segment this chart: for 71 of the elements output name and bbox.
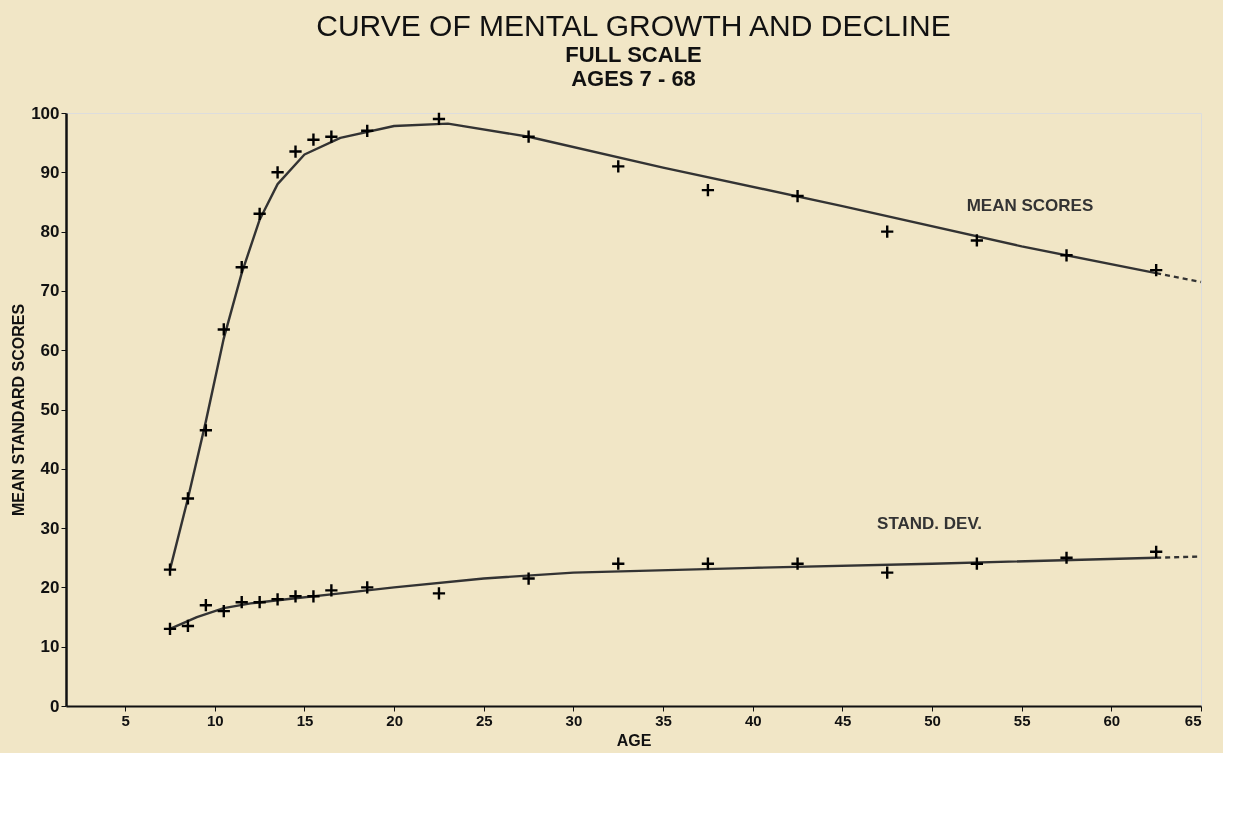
point bbox=[359, 580, 375, 595]
y-tick-label: 30 bbox=[40, 518, 60, 538]
chart-title: CURVE OF MENTAL GROWTH AND DECLINE bbox=[316, 9, 951, 42]
y-tick-label: 70 bbox=[40, 281, 60, 301]
x-tick-label: 5 bbox=[121, 711, 130, 729]
point bbox=[969, 556, 985, 571]
point bbox=[162, 621, 178, 637]
y-tick-label: 80 bbox=[40, 222, 60, 242]
y-axis-title: MEAN STANDARD SCORES bbox=[10, 303, 28, 517]
point bbox=[879, 565, 895, 580]
point bbox=[306, 132, 321, 148]
y-tick-label: 50 bbox=[40, 400, 60, 419]
point bbox=[198, 597, 214, 613]
point bbox=[324, 583, 339, 598]
x-axis-title: AGE bbox=[616, 731, 652, 749]
x-tick-label: 50 bbox=[924, 711, 941, 729]
point bbox=[180, 491, 196, 506]
point bbox=[252, 206, 267, 222]
y-tick-label: 100 bbox=[31, 103, 60, 123]
y-tick-label: 0 bbox=[50, 696, 60, 716]
point bbox=[431, 111, 447, 127]
series-label: STAND. DEV. bbox=[877, 513, 982, 533]
x-tick-label: 30 bbox=[565, 711, 583, 729]
x-tick-label: 55 bbox=[1013, 711, 1031, 729]
x-tick-label: 65 bbox=[1184, 711, 1202, 729]
point bbox=[431, 586, 447, 601]
point bbox=[1059, 550, 1074, 566]
point bbox=[252, 594, 267, 610]
point bbox=[521, 571, 536, 586]
point bbox=[1059, 248, 1074, 263]
y-tick-label: 90 bbox=[40, 162, 60, 182]
point bbox=[324, 129, 339, 145]
point bbox=[700, 182, 716, 198]
point bbox=[288, 588, 303, 604]
y-tick-label: 20 bbox=[40, 577, 60, 597]
point bbox=[790, 188, 805, 204]
text: FULL SCALE bbox=[565, 42, 702, 67]
point bbox=[359, 123, 375, 139]
point bbox=[216, 603, 232, 619]
point bbox=[790, 556, 805, 571]
point bbox=[306, 588, 321, 604]
point bbox=[610, 556, 626, 571]
series-label: MEAN SCORES bbox=[966, 196, 1094, 216]
y-tick-label: 40 bbox=[40, 459, 60, 479]
point bbox=[162, 562, 178, 577]
point bbox=[1148, 544, 1164, 560]
point bbox=[969, 233, 985, 248]
point bbox=[288, 144, 303, 159]
x-tick-label: 35 bbox=[655, 711, 672, 729]
point bbox=[270, 591, 285, 607]
x-tick-label: 25 bbox=[475, 711, 493, 729]
text: AGES 7 - 68 bbox=[571, 66, 696, 91]
point bbox=[1148, 262, 1164, 278]
x-tick-label: 60 bbox=[1103, 711, 1121, 729]
x-tick-label: 45 bbox=[834, 711, 852, 729]
point bbox=[610, 159, 626, 174]
point bbox=[216, 322, 232, 337]
x-tick-label: 40 bbox=[744, 711, 762, 729]
point bbox=[879, 224, 895, 239]
y-tick-label: 10 bbox=[40, 637, 60, 657]
y-tick-label: 60 bbox=[40, 340, 60, 360]
x-tick-label: 15 bbox=[296, 711, 314, 729]
point bbox=[198, 422, 214, 438]
point bbox=[270, 164, 285, 180]
point bbox=[700, 556, 716, 571]
point bbox=[234, 259, 250, 275]
x-tick-label: 10 bbox=[206, 711, 224, 729]
point bbox=[234, 594, 250, 610]
point bbox=[180, 618, 196, 634]
point bbox=[521, 129, 536, 145]
x-tick-label: 20 bbox=[386, 711, 403, 729]
